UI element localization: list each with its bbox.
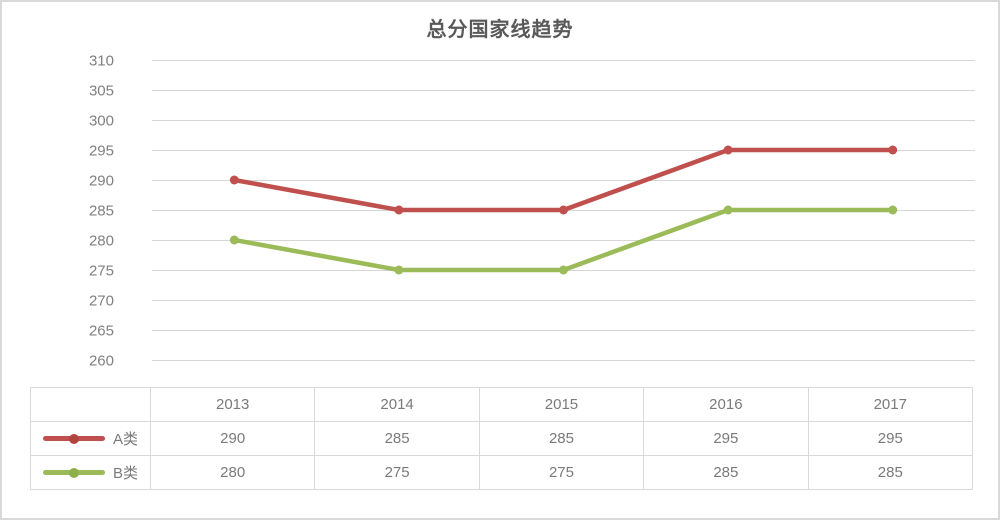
series-a-legend-dot xyxy=(68,433,79,444)
y-axis-tick-label: 305 xyxy=(89,83,114,100)
y-axis-tick-label: 290 xyxy=(89,173,114,190)
value-cell: 290 xyxy=(149,421,316,456)
series-a-label: A类 xyxy=(112,431,138,448)
value-cell: 285 xyxy=(314,421,480,456)
series-a-legend-marker-icon xyxy=(42,433,105,445)
year-header: 2015 xyxy=(478,387,645,422)
y-axis-tick-label: 270 xyxy=(89,293,114,310)
series-point xyxy=(229,175,239,185)
value-cell: 295 xyxy=(643,421,809,456)
series-b-label: B类 xyxy=(112,465,138,482)
y-axis-tick-label: 280 xyxy=(89,233,114,250)
table-header-row: 2013 2014 2015 2016 2017 xyxy=(30,387,974,422)
year-header: 2013 xyxy=(149,387,316,422)
series-b-legend-dot xyxy=(68,467,79,478)
legend-item-series-b: B类 xyxy=(30,455,151,490)
table-row-series-b: B类 280 275 275 285 285 xyxy=(30,455,974,490)
y-axis-tick-label: 310 xyxy=(89,53,114,70)
value-cell: 285 xyxy=(478,421,645,456)
value-cell: 280 xyxy=(149,455,316,490)
table-row-series-a: A类 290 285 285 295 295 xyxy=(30,421,974,456)
value-cell: 285 xyxy=(807,455,974,490)
series-point xyxy=(888,205,898,215)
year-header: 2014 xyxy=(314,387,480,422)
y-axis-tick-label: 295 xyxy=(89,143,114,160)
value-cell: 295 xyxy=(807,421,974,456)
data-table: 2013 2014 2015 2016 2017 A类 290 xyxy=(30,387,974,490)
series-point xyxy=(394,205,404,215)
series-point xyxy=(723,145,733,155)
y-axis-tick-label: 265 xyxy=(89,323,114,340)
y-axis-tick-label: 275 xyxy=(89,263,114,280)
value-cell: 275 xyxy=(314,455,480,490)
table-corner-cell xyxy=(30,387,151,422)
year-header: 2017 xyxy=(807,387,974,422)
series-b-legend-marker-icon xyxy=(42,467,105,479)
value-cell: 285 xyxy=(643,455,809,490)
series-point xyxy=(723,205,733,215)
y-axis-tick-label: 260 xyxy=(89,353,114,370)
series-point xyxy=(394,265,404,275)
y-axis-tick-label: 300 xyxy=(89,113,114,130)
legend-item-series-a: A类 xyxy=(30,421,151,456)
chart-title: 总分国家线趋势 xyxy=(426,19,574,41)
value-cell: 275 xyxy=(478,455,645,490)
series-point xyxy=(229,235,239,245)
series-point xyxy=(559,265,568,275)
year-header: 2016 xyxy=(643,387,809,422)
series-point xyxy=(888,145,898,155)
series-point xyxy=(559,205,568,215)
y-axis-tick-label: 285 xyxy=(89,203,114,220)
